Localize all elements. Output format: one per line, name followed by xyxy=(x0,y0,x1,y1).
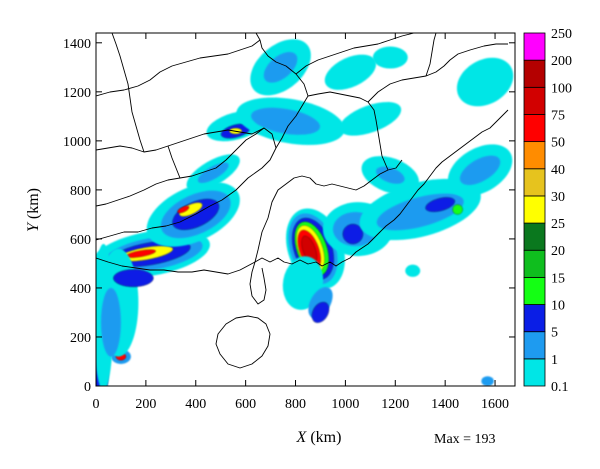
colorbar-label-9: 50 xyxy=(551,136,565,151)
rain-cell-20 xyxy=(376,166,405,184)
plot-frame xyxy=(95,32,516,387)
x-axis-unit: (km) xyxy=(310,429,341,446)
rain-cell-43 xyxy=(372,46,408,69)
hainan-island xyxy=(215,315,271,369)
colorbar-swatch-7 xyxy=(523,168,546,197)
colorbar-label-11: 100 xyxy=(551,81,572,96)
y-axis-title: Y (km) xyxy=(25,188,42,232)
y-tick-label-7: 1400 xyxy=(63,37,91,52)
colorbar-swatch-6 xyxy=(523,195,546,224)
rain-cell-16 xyxy=(452,204,463,215)
colorbar-label-8: 40 xyxy=(551,163,565,178)
rain-cell-52 xyxy=(405,264,421,277)
rain-cell-41 xyxy=(339,101,402,136)
colorbar-label-13: 250 xyxy=(551,27,572,42)
x-axis-title: X (km) xyxy=(296,429,342,446)
y-tick-label-4: 800 xyxy=(70,184,91,199)
province-border-east xyxy=(425,33,437,77)
province-border-guangxi-south xyxy=(96,257,256,275)
colorbar-swatch-5 xyxy=(523,222,546,251)
y-axis-unit: (km) xyxy=(25,188,42,219)
rain-cell-15 xyxy=(425,197,455,212)
x-tick-label-1: 200 xyxy=(135,397,156,412)
y-tick-label-3: 600 xyxy=(70,233,91,248)
colorbar-swatch-1 xyxy=(523,331,546,360)
colorbar-swatch-12 xyxy=(523,32,546,61)
colorbar-label-7: 30 xyxy=(551,190,565,205)
y-tick-label-1: 200 xyxy=(70,331,91,346)
rainfall-field xyxy=(96,39,514,386)
y-axis: 0 200 400 600 800 1000 1200 1400 xyxy=(63,37,515,395)
colorbar-swatch-0 xyxy=(523,358,546,387)
province-border-fujian xyxy=(367,43,508,103)
province-border-guangdong xyxy=(254,159,403,263)
rain-cell-49 xyxy=(100,287,121,357)
rain-cell-42 xyxy=(456,57,514,107)
colorbar-label-3: 10 xyxy=(551,299,565,314)
province-border-hunan xyxy=(255,33,309,149)
colorbar-label-1: 1 xyxy=(551,353,558,368)
colorbar-swatch-4 xyxy=(523,249,546,278)
rain-cell-29 xyxy=(179,202,203,217)
colorbar-swatch-2 xyxy=(523,304,546,333)
colorbar-label-0: 0.1 xyxy=(551,380,569,395)
colorbar-label-2: 5 xyxy=(551,326,558,341)
colorbar-label-4: 15 xyxy=(551,271,565,286)
rain-cell-9 xyxy=(311,301,330,323)
x-tick-label-3: 600 xyxy=(235,397,256,412)
rain-cell-37 xyxy=(251,107,320,135)
province-border-west xyxy=(167,145,181,179)
y-axis-var: Y xyxy=(25,221,42,232)
x-tick-label-6: 1200 xyxy=(381,397,409,412)
x-tick-label-7: 1400 xyxy=(431,397,459,412)
x-tick-label-4: 800 xyxy=(285,397,306,412)
colorbar-label-5: 20 xyxy=(551,244,565,259)
x-tick-label-8: 1600 xyxy=(481,397,509,412)
rain-cell-51 xyxy=(481,376,494,386)
rain-cell-40 xyxy=(324,54,377,90)
y-tick-label-0: 0 xyxy=(84,380,91,395)
colorbar-swatch-10 xyxy=(523,86,546,115)
colorbar-swatch-11 xyxy=(523,59,546,88)
colorbar-label-10: 75 xyxy=(551,108,565,123)
province-border-northeast xyxy=(295,33,415,75)
x-axis: 0 200 400 600 800 1000 1200 1400 1600 xyxy=(93,33,509,412)
rain-cell-12 xyxy=(342,224,364,245)
x-tick-label-0: 0 xyxy=(93,397,100,412)
y-tick-label-5: 1000 xyxy=(63,135,91,150)
province-border-guangxi xyxy=(96,127,277,241)
x-tick-label-5: 1000 xyxy=(331,397,359,412)
rain-cell-50 xyxy=(113,269,154,287)
coastline xyxy=(254,109,509,267)
province-border-yunnan xyxy=(111,33,145,153)
colorbar-swatch-8 xyxy=(523,141,546,170)
rain-cell-39 xyxy=(263,51,298,83)
plot-area xyxy=(96,33,515,386)
colorbar-label-6: 25 xyxy=(551,217,565,232)
rain-cell-18 xyxy=(459,155,501,186)
colorbar-swatch-3 xyxy=(523,276,546,305)
province-border-guizhou xyxy=(96,127,265,153)
y-tick-label-2: 400 xyxy=(70,282,91,297)
rain-cell-30 xyxy=(177,205,190,214)
colorbar-label-12: 200 xyxy=(551,54,572,69)
y-tick-label-6: 1200 xyxy=(63,86,91,101)
province-border-north xyxy=(96,39,261,97)
x-tick-label-2: 400 xyxy=(185,397,206,412)
leizhou-peninsula xyxy=(249,261,267,305)
rain-cell-32 xyxy=(197,162,229,183)
colorbar-swatch-9 xyxy=(523,114,546,143)
province-boundaries xyxy=(96,33,509,369)
x-axis-var: X xyxy=(296,429,308,446)
max-value-label: Max = 193 xyxy=(434,432,496,447)
